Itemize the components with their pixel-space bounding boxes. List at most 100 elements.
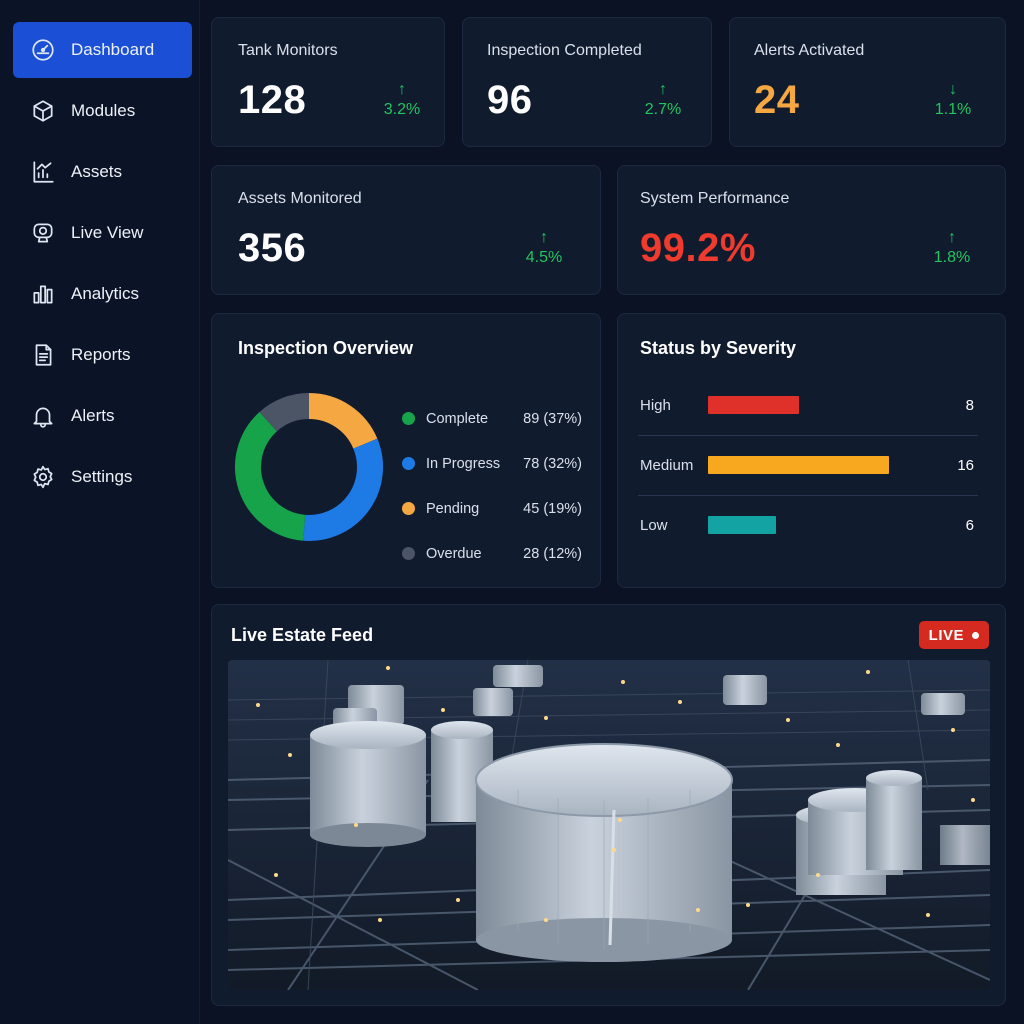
- stat-title: Assets Monitored: [238, 190, 362, 207]
- panel-title: Live Estate Feed: [231, 625, 374, 645]
- stat-change: ↑ 3.2%: [372, 80, 432, 120]
- camera-icon: [30, 220, 56, 246]
- donut-chart: [235, 393, 383, 541]
- stat-change-value: 3.2%: [383, 101, 421, 118]
- severity-bar-high: [708, 396, 799, 414]
- sidebar-item-label: Assets: [71, 162, 123, 181]
- stat-value: 96: [487, 78, 533, 122]
- stat-value: 356: [238, 226, 307, 270]
- legend-item-pending: Pending 45 (19%): [402, 486, 582, 531]
- sidebar-item-modules[interactable]: Modules: [13, 83, 192, 139]
- legend-item-overdue: Overdue 28 (12%): [402, 531, 582, 576]
- legend-value: 45 (19%): [523, 500, 582, 517]
- stat-change: ↑ 4.5%: [514, 228, 574, 268]
- live-badge-label: LIVE: [928, 626, 964, 644]
- sidebar: Dashboard Modules Assets Live View Analy…: [0, 0, 200, 1024]
- stat-change-value: 2.7%: [644, 101, 682, 118]
- sidebar-item-label: Reports: [71, 345, 131, 364]
- legend-item-in-progress: In Progress 78 (32%): [402, 441, 582, 486]
- legend-swatch: [402, 502, 415, 515]
- stat-title: System Performance: [640, 190, 790, 207]
- sidebar-item-live-view[interactable]: Live View: [13, 205, 192, 261]
- severity-count: 8: [965, 397, 974, 414]
- stat-change: ↓ 1.1%: [923, 80, 983, 120]
- sidebar-item-settings[interactable]: Settings: [13, 449, 192, 505]
- severity-label: Medium: [640, 457, 694, 474]
- legend-label: Overdue: [426, 545, 482, 562]
- sidebar-item-label: Analytics: [71, 284, 140, 303]
- stat-value: 99.2%: [640, 226, 756, 270]
- stat-card-system-performance: System Performance 99.2% ↑ 1.8%: [617, 165, 1006, 295]
- sidebar-item-reports[interactable]: Reports: [13, 327, 192, 383]
- sidebar-item-assets[interactable]: Assets: [13, 144, 192, 200]
- legend-label: Complete: [426, 410, 489, 427]
- gear-icon: [30, 464, 56, 490]
- status-by-severity-panel: Status by Severity High 8 Medium 16 Low …: [617, 313, 1006, 588]
- severity-count: 16: [957, 457, 974, 474]
- sidebar-item-label: Alerts: [71, 406, 115, 425]
- stat-title: Tank Monitors: [238, 42, 338, 59]
- arrow-up-icon: ↑: [659, 81, 667, 98]
- legend-swatch: [402, 412, 415, 425]
- inspection-overview-panel: Inspection Overview Complete 89 (37%) In…: [211, 313, 601, 588]
- sidebar-item-label: Settings: [71, 467, 133, 486]
- legend-item-complete: Complete 89 (37%): [402, 396, 582, 441]
- stat-card-tank-monitors: Tank Monitors 128 ↑ 3.2%: [211, 17, 445, 147]
- live-feed-panel: Live Estate Feed LIVE: [211, 604, 1006, 1006]
- arrow-up-icon: ↑: [540, 229, 548, 246]
- stat-change-value: 4.5%: [525, 249, 563, 266]
- stat-change-value: 1.1%: [934, 101, 972, 118]
- slice-overdue: [259, 393, 310, 432]
- panel-title: Status by Severity: [640, 338, 797, 358]
- bar-chart-icon: [30, 281, 56, 307]
- stat-value: 128: [238, 78, 307, 122]
- arrow-down-icon: ↓: [949, 81, 957, 98]
- stat-change: ↑ 1.8%: [922, 228, 982, 268]
- live-video-feed[interactable]: [228, 660, 990, 990]
- stat-title: Alerts Activated: [754, 42, 865, 59]
- arrow-up-icon: ↑: [948, 229, 956, 246]
- stat-change-value: 1.8%: [933, 249, 971, 266]
- panel-title: Inspection Overview: [238, 338, 414, 358]
- legend-swatch: [402, 457, 415, 470]
- stat-card-inspection-completed: Inspection Completed 96 ↑ 2.7%: [462, 17, 712, 147]
- severity-label: Low: [640, 517, 668, 534]
- stat-card-assets-monitored: Assets Monitored 356 ↑ 4.5%: [211, 165, 601, 295]
- severity-row-low: Low 6: [638, 496, 978, 556]
- legend-label: Pending: [426, 500, 480, 517]
- slice-complete: [235, 412, 306, 541]
- stat-card-alerts-activated: Alerts Activated 24 ↓ 1.1%: [729, 17, 1006, 147]
- tank-farm-image: [228, 660, 990, 990]
- severity-row-medium: Medium 16: [638, 436, 978, 496]
- sidebar-item-dashboard[interactable]: Dashboard: [13, 22, 192, 78]
- stat-change: ↑ 2.7%: [633, 80, 693, 120]
- cube-icon: [30, 98, 56, 124]
- slice-pending: [308, 393, 378, 450]
- slice-in-progress: [303, 438, 383, 541]
- live-badge[interactable]: LIVE: [918, 621, 989, 649]
- arrow-up-icon: ↑: [398, 81, 406, 98]
- stat-title: Inspection Completed: [487, 42, 642, 59]
- severity-bar-low: [708, 516, 776, 534]
- sidebar-item-alerts[interactable]: Alerts: [13, 388, 192, 444]
- bell-icon: [30, 403, 56, 429]
- document-icon: [30, 342, 56, 368]
- legend-label: In Progress: [426, 455, 501, 472]
- severity-count: 6: [965, 517, 974, 534]
- sidebar-item-label: Dashboard: [71, 40, 155, 59]
- severity-bar-medium: [708, 456, 889, 474]
- legend-value: 89 (37%): [523, 410, 582, 427]
- donut-legend: Complete 89 (37%) In Progress 78 (32%) P…: [402, 396, 582, 576]
- legend-value: 28 (12%): [523, 545, 582, 562]
- legend-value: 78 (32%): [523, 455, 582, 472]
- sidebar-item-label: Modules: [71, 101, 136, 120]
- asset-chart-icon: [30, 159, 56, 185]
- severity-label: High: [640, 397, 671, 414]
- gauge-icon: [30, 37, 56, 63]
- live-dot-icon: [972, 631, 979, 639]
- sidebar-item-label: Live View: [71, 223, 144, 242]
- legend-swatch: [402, 547, 415, 560]
- sidebar-item-analytics[interactable]: Analytics: [13, 266, 192, 322]
- severity-row-high: High 8: [638, 376, 978, 436]
- stat-value: 24: [754, 78, 800, 122]
